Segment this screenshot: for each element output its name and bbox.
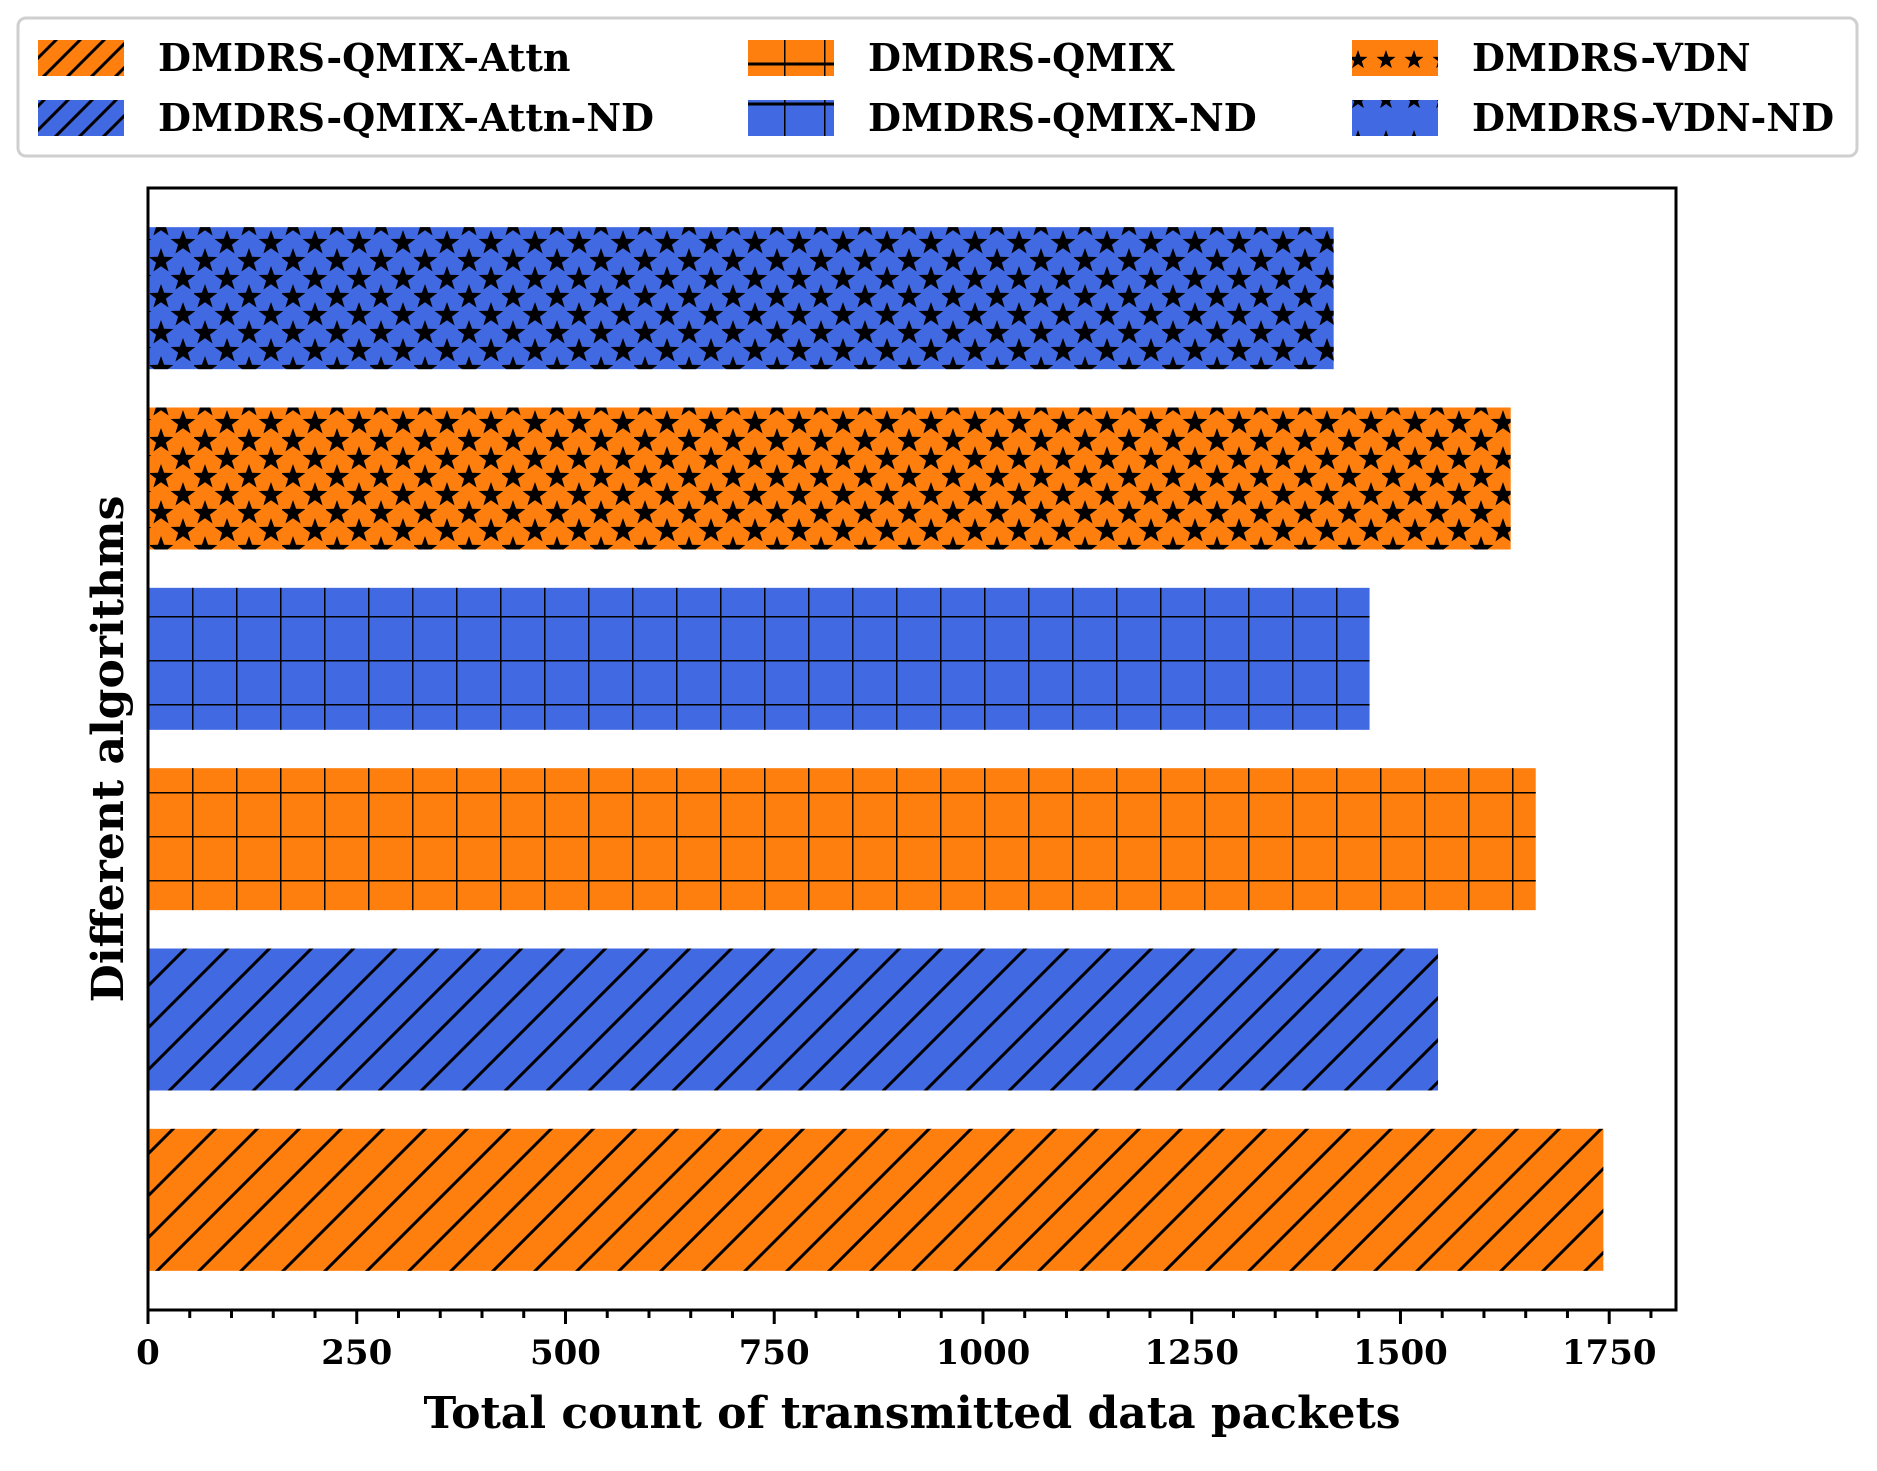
x-tick-label: 1250 (1144, 1333, 1239, 1373)
legend-item-dmdrs-qmix: DMDRS-QMIX (748, 35, 1175, 80)
x-tick-label: 250 (321, 1333, 392, 1373)
legend-swatch-hatch (748, 40, 834, 76)
legend-item-dmdrs-qmix-attn: DMDRS-QMIX-Attn (38, 35, 571, 80)
bar-dmdrs-vdn (148, 407, 1511, 550)
bar-dmdrs-qmix-attn-nd (148, 948, 1439, 1091)
legend-label: DMDRS-QMIX (868, 35, 1175, 80)
bar-hatch-dmdrs-vdn-nd (148, 227, 1334, 370)
bar-hatch-dmdrs-vdn (148, 407, 1511, 550)
bar-dmdrs-qmix-attn (148, 1128, 1604, 1271)
legend-item-dmdrs-qmix-nd: DMDRS-QMIX-ND (748, 95, 1257, 140)
x-tick-label: 500 (530, 1333, 601, 1373)
legend-label: DMDRS-VDN (1472, 35, 1751, 80)
legend-swatch-hatch (1352, 40, 1438, 76)
bar-hatch-dmdrs-qmix (148, 768, 1536, 911)
legend-label: DMDRS-QMIX-Attn (158, 35, 571, 80)
axes-frame (146, 186, 1678, 1312)
bar-hatch-dmdrs-qmix-attn (148, 1128, 1604, 1271)
x-tick-label: 0 (136, 1333, 160, 1373)
bar-dmdrs-qmix (148, 768, 1536, 911)
legend-label: DMDRS-VDN-ND (1472, 95, 1834, 140)
legend-label: DMDRS-QMIX-ND (868, 95, 1257, 140)
legend-item-dmdrs-qmix-attn-nd: DMDRS-QMIX-Attn-ND (38, 95, 654, 140)
x-tick-label: 1750 (1562, 1333, 1657, 1373)
x-tick-label: 1500 (1353, 1333, 1448, 1373)
bar-dmdrs-qmix-nd (148, 587, 1370, 730)
bar-hatch-dmdrs-qmix-nd (148, 587, 1370, 730)
x-axis-label: Total count of transmitted data packets (423, 1388, 1400, 1439)
bar-hatch-dmdrs-qmix-attn-nd (148, 948, 1439, 1091)
legend-item-dmdrs-vdn-nd: DMDRS-VDN-ND (1352, 95, 1834, 140)
legend-item-dmdrs-vdn: DMDRS-VDN (1352, 35, 1751, 80)
legend-swatch-hatch (38, 40, 124, 76)
y-axis-label: Different algorithms (83, 496, 134, 1003)
legend-label: DMDRS-QMIX-Attn-ND (158, 95, 654, 140)
x-tick-label: 750 (739, 1333, 810, 1373)
plot-area: 0 250 500 750 1000 1250 1500 1750 (136, 186, 1678, 1373)
legend-swatch-hatch (748, 100, 834, 136)
legend-swatch-hatch (38, 100, 124, 136)
legend: DMDRS-QMIX-Attn DMDRS-QMIX DMDRS-VDN DMDRS-… (16, 16, 1859, 158)
bar-dmdrs-vdn-nd (148, 227, 1334, 370)
x-tick-label: 1000 (936, 1333, 1031, 1373)
legend-swatch-hatch (1352, 100, 1438, 136)
